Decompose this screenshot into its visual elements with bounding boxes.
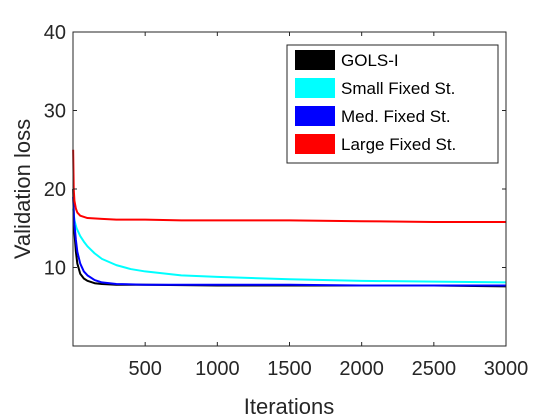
series-line-2	[72, 208, 507, 284]
y-axis-label: Validation loss	[10, 119, 35, 259]
x-tick-label: 2000	[339, 358, 384, 380]
series-line-3	[72, 196, 506, 287]
x-tick-label: 2500	[412, 358, 457, 380]
series-line-4	[72, 149, 506, 223]
legend-swatch-2	[295, 78, 335, 98]
x-axis-label: Iterations	[244, 394, 335, 419]
legend-label-1: GOLS-I	[341, 51, 399, 70]
legend: GOLS-I Small Fixed St. Med. Fixed St. Large…	[286, 44, 499, 164]
y-tick-label: 30	[44, 101, 66, 123]
x-tick-label: 3000	[484, 358, 529, 380]
tick-layer: 500 1000 1500 2000 2500 3000 10 20 30 40	[44, 22, 529, 380]
legend-label-4: Large Fixed St.	[341, 135, 456, 154]
y-tick-label: 20	[44, 179, 66, 201]
legend-swatch-4	[295, 134, 335, 154]
series-layer	[72, 149, 507, 288]
legend-swatch-3	[295, 106, 335, 126]
legend-label-2: Small Fixed St.	[341, 79, 455, 98]
y-tick-label: 10	[44, 258, 66, 280]
legend-label-3: Med. Fixed St.	[341, 107, 451, 126]
x-tick-label: 500	[128, 358, 161, 380]
y-tick-label: 40	[44, 22, 66, 44]
x-tick-label: 1500	[267, 358, 312, 380]
x-tick-label: 1000	[195, 358, 240, 380]
legend-swatch-1	[295, 50, 335, 70]
